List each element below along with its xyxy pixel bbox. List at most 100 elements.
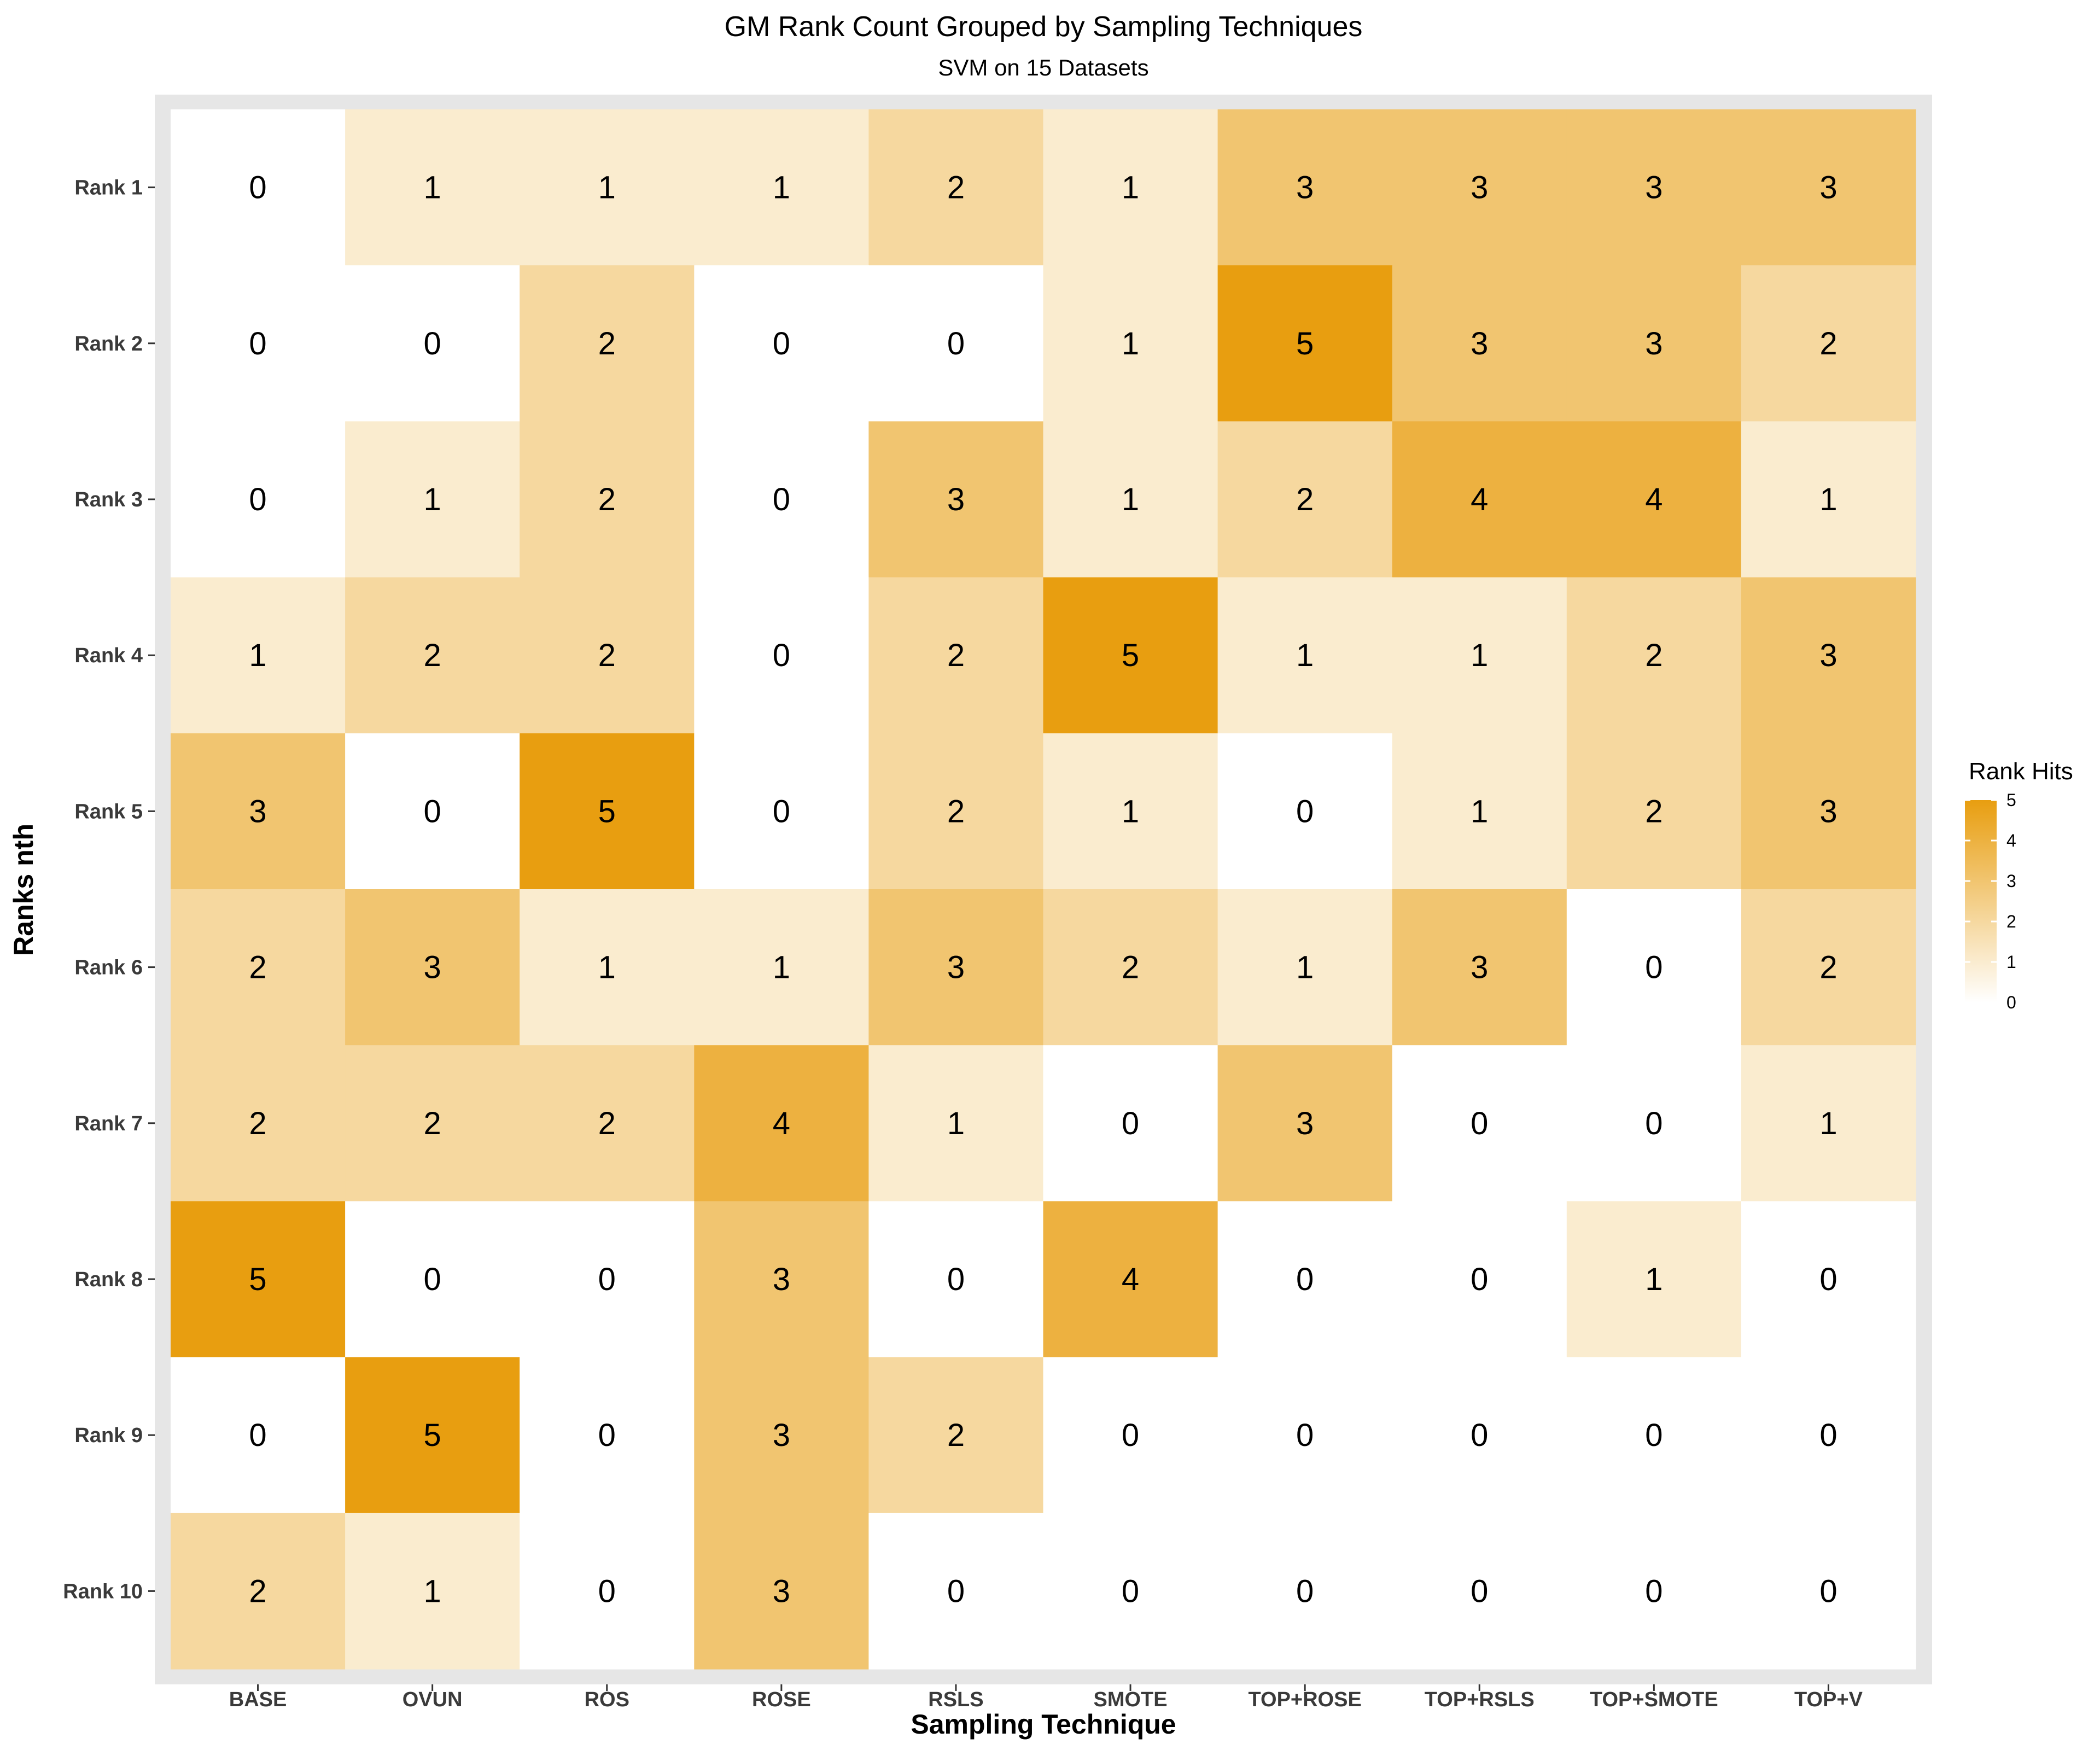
cell-value-label: 2 <box>947 794 965 829</box>
cell-value-label: 2 <box>598 482 616 517</box>
heatmap-cell <box>1217 421 1393 578</box>
cell-value-label: 0 <box>1471 1573 1488 1609</box>
cell-value-label: 0 <box>1819 1573 1837 1609</box>
heatmap-cell <box>171 577 346 734</box>
x-tick-label: OVUN <box>402 1688 463 1711</box>
cell-value-label: 0 <box>598 1262 616 1297</box>
heatmap-cell <box>171 1201 346 1358</box>
cell-value-label: 0 <box>598 1418 616 1453</box>
x-tick-label: TOP+RSLS <box>1425 1688 1535 1711</box>
cell-value-label: 0 <box>1471 1106 1488 1141</box>
heatmap-cell <box>1043 1357 1218 1514</box>
x-tick-label: ROS <box>585 1688 629 1711</box>
cell-value-label: 1 <box>1122 326 1139 361</box>
heatmap-cell <box>1043 577 1218 734</box>
cell-value-label: 4 <box>1471 482 1488 517</box>
heatmap-cell <box>1566 265 1742 422</box>
cell-value-label: 4 <box>773 1106 790 1141</box>
cell-value-label: 3 <box>773 1262 790 1297</box>
cell-value-label: 3 <box>947 482 965 517</box>
cell-value-label: 1 <box>1296 638 1314 673</box>
cell-value-label: 2 <box>947 1418 965 1453</box>
heatmap-cell <box>1217 1357 1393 1514</box>
heatmap-cell <box>1392 421 1567 578</box>
cell-value-label: 0 <box>1471 1262 1488 1297</box>
cell-value-label: 2 <box>598 326 616 361</box>
cell-value-label: 0 <box>1471 1418 1488 1453</box>
x-tick-label: TOP+SMOTE <box>1590 1688 1718 1711</box>
heatmap-cell <box>868 1513 1044 1670</box>
heatmap-cell <box>868 733 1044 890</box>
cell-value-label: 1 <box>1819 482 1837 517</box>
heatmap-cell <box>345 1201 520 1358</box>
heatmap-cell <box>345 577 520 734</box>
heatmap-cell <box>171 265 346 422</box>
heatmap-cell <box>1741 733 1916 890</box>
x-axis-title: Sampling Technique <box>911 1709 1176 1740</box>
heatmap-cell <box>345 1513 520 1670</box>
cell-value-label: 3 <box>1645 326 1662 361</box>
heatmap-cell <box>1217 889 1393 1046</box>
cell-value-label: 2 <box>424 1106 441 1141</box>
cell-value-label: 3 <box>1819 638 1837 673</box>
cell-value-label: 3 <box>1471 326 1488 361</box>
heatmap-cell <box>171 421 346 578</box>
heatmap-cell <box>171 889 346 1046</box>
cell-value-label: 3 <box>1819 794 1837 829</box>
heatmap-cell <box>868 1357 1044 1514</box>
y-tick-label: Rank 1 <box>74 177 143 200</box>
heatmap-cell <box>868 109 1044 266</box>
y-tick-label: Rank 3 <box>74 488 143 511</box>
heatmap-cell <box>1217 1513 1393 1670</box>
y-tick-label: Rank 5 <box>74 800 143 823</box>
x-tick-label: BASE <box>229 1688 287 1711</box>
heatmap-cell <box>520 1357 695 1514</box>
heatmap-cell <box>1392 265 1567 422</box>
heatmap-cell <box>171 1045 346 1201</box>
cell-value-label: 1 <box>424 1573 441 1609</box>
cell-value-label: 1 <box>1122 482 1139 517</box>
heatmap-cell <box>1217 1201 1393 1358</box>
y-axis-ticks: Rank 1 Rank 2 Rank 3 Rank 4 Rank 5 Rank 6 Rank… <box>63 177 155 1603</box>
cell-value-label: 2 <box>249 950 266 985</box>
heatmap-cell <box>1043 1045 1218 1201</box>
heatmap-cell <box>1392 1357 1567 1514</box>
cell-value-label: 1 <box>1819 1106 1837 1141</box>
cell-value-label: 2 <box>1296 482 1314 517</box>
legend-tick-label: 3 <box>2006 871 2016 891</box>
cell-value-label: 0 <box>1296 1262 1314 1297</box>
cell-value-label: 2 <box>1819 326 1837 361</box>
heatmap-cell <box>1566 1513 1742 1670</box>
cell-value-label: 0 <box>773 482 790 517</box>
cell-value-label: 2 <box>1645 794 1662 829</box>
heatmap-cell <box>1741 421 1916 578</box>
cell-value-label: 1 <box>1122 170 1139 206</box>
cell-value-label: 0 <box>1645 950 1662 985</box>
cell-value-label: 0 <box>947 326 965 361</box>
heatmap-cell <box>1741 1045 1916 1201</box>
y-tick-label: Rank 2 <box>74 332 143 355</box>
heatmap-cell <box>1741 265 1916 422</box>
x-tick-label: SMOTE <box>1093 1688 1167 1711</box>
legend-tick-label: 5 <box>2006 790 2016 810</box>
heatmap-cell <box>694 1045 869 1201</box>
cell-value-label: 0 <box>1819 1262 1837 1297</box>
cell-value-label: 5 <box>1296 326 1314 361</box>
y-tick-label: Rank 4 <box>74 644 143 667</box>
y-tick-label: Rank 9 <box>74 1424 143 1447</box>
heatmap-cell <box>520 1513 695 1670</box>
heatmap-cell <box>1392 1513 1567 1670</box>
legend-title: Rank Hits <box>1969 758 2073 785</box>
heatmap-cell <box>868 265 1044 422</box>
cell-value-label: 0 <box>424 326 441 361</box>
heatmap-cell <box>1392 109 1567 266</box>
heatmap-cell <box>694 109 869 266</box>
cell-value-label: 5 <box>249 1262 266 1297</box>
heatmap-cells <box>171 109 1916 1670</box>
heatmap-cell <box>345 733 520 890</box>
cell-value-label: 3 <box>1296 170 1314 206</box>
heatmap-cell <box>1566 109 1742 266</box>
cell-value-label: 2 <box>598 1106 616 1141</box>
cell-value-label: 3 <box>947 950 965 985</box>
